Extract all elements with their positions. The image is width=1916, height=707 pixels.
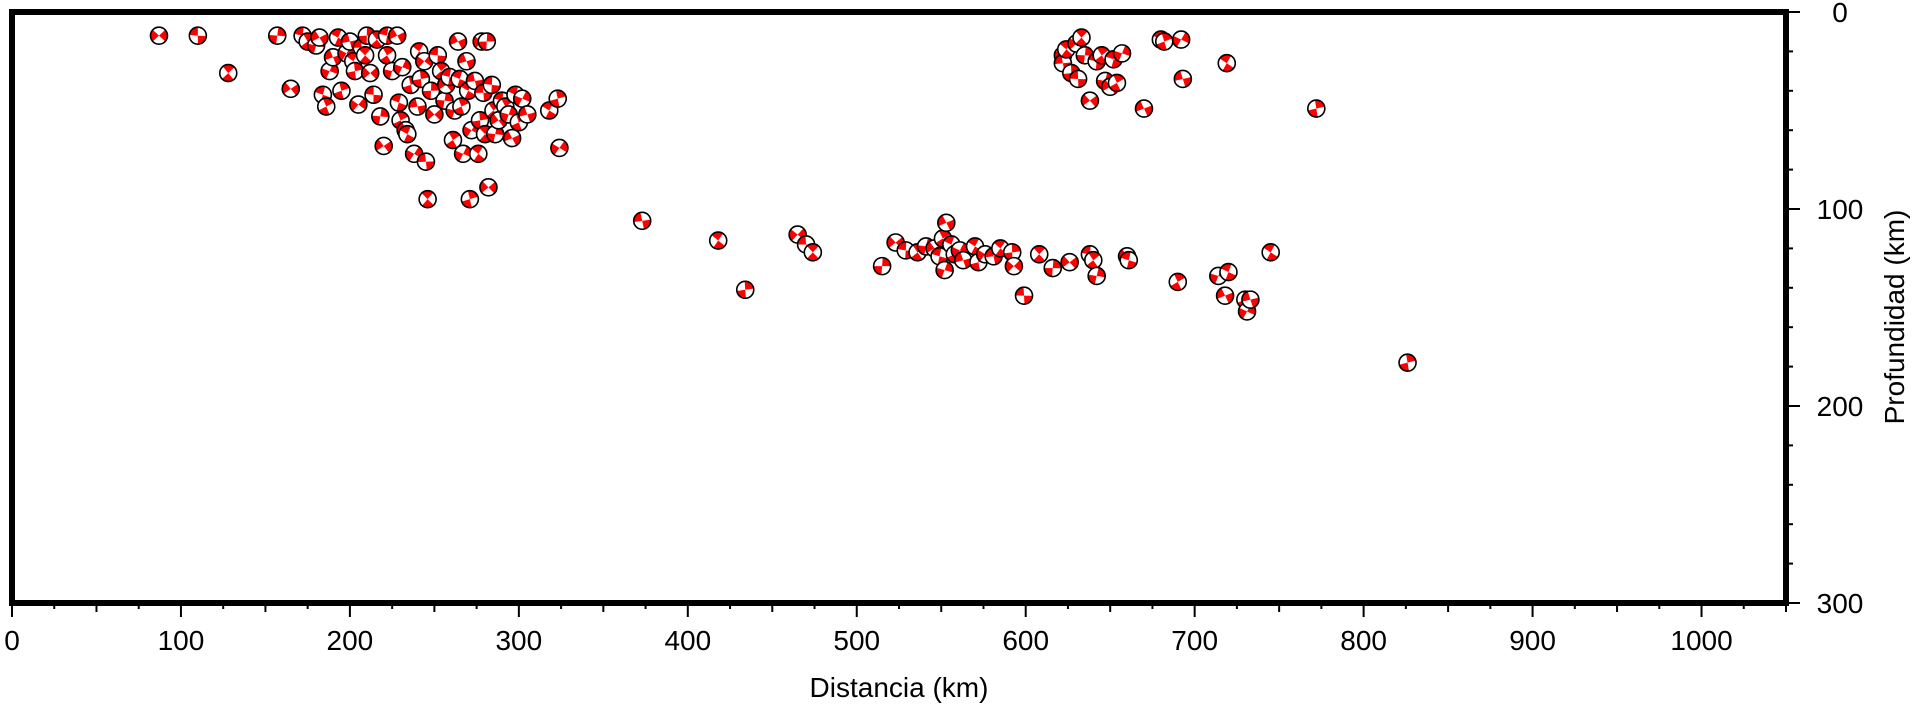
- focal-mechanism-point: [1107, 73, 1127, 93]
- tick-labels: 0 100 200 300 400 500 600 700 800 900 1000 0 100 200 3…: [4, 0, 1863, 656]
- plot-frame: [9, 9, 1789, 606]
- y-tick-label: 0: [1832, 0, 1848, 28]
- focal-mechanism-point: [1215, 286, 1235, 305]
- focal-mechanism-point: [360, 63, 380, 83]
- focal-mechanism-point: [389, 93, 409, 112]
- focal-mechanism-point: [518, 105, 537, 124]
- focal-mechanism-point: [267, 26, 287, 45]
- focal-mechanism-point: [188, 26, 208, 45]
- focal-mechanism-point: [1104, 49, 1123, 69]
- focal-mechanism-point: [803, 243, 823, 262]
- focal-mechanism-point: [735, 280, 755, 300]
- focal-mechanism-point: [218, 63, 238, 83]
- focal-mechanism-point: [355, 46, 375, 65]
- focal-mechanism-point: [512, 89, 532, 108]
- focal-mechanism-point: [1168, 272, 1188, 292]
- x-tick-label: 600: [1002, 625, 1049, 656]
- focal-mechanism-point: [416, 152, 436, 172]
- focal-mechanism-point: [1043, 258, 1063, 278]
- focal-mechanism-point: [1029, 245, 1049, 264]
- focal-mechanism-point: [425, 105, 444, 124]
- focal-mechanism-point: [550, 138, 569, 158]
- focal-mechanism-point: [452, 97, 471, 116]
- focal-mechanism-point: [408, 97, 427, 116]
- x-tick-label: 800: [1340, 625, 1387, 656]
- focal-mechanism-point: [502, 128, 522, 148]
- focal-mechanism-point: [632, 211, 652, 231]
- focal-mechanism-point: [421, 81, 441, 101]
- x-tick-label: 100: [158, 625, 205, 656]
- x-tick-label: 1000: [1670, 625, 1732, 656]
- focal-mechanism-point: [428, 46, 448, 65]
- focal-mechanism-point: [1072, 28, 1091, 47]
- focal-mechanism-point: [1119, 250, 1139, 270]
- x-tick-label: 200: [327, 625, 374, 656]
- focal-mechanism-point: [1241, 290, 1260, 309]
- focal-mechanism-point: [316, 97, 336, 116]
- focal-mechanism-point: [1060, 252, 1079, 272]
- focal-mechanism-point: [1112, 44, 1132, 63]
- focal-mechanism-point: [1068, 69, 1088, 89]
- focal-mechanism-point: [460, 189, 480, 209]
- focal-mechanism-point: [1087, 266, 1106, 286]
- focal-mechanism-point: [953, 250, 973, 270]
- focal-mechanism-point: [443, 130, 463, 150]
- focal-mechanism-point: [1398, 353, 1417, 372]
- focal-mechanism-point: [1083, 250, 1103, 270]
- focal-mechanism-point: [1173, 69, 1193, 89]
- focal-mechanism-point: [937, 213, 956, 233]
- y-tick-label: 200: [1817, 391, 1864, 422]
- focal-mechanism-point: [1219, 262, 1238, 282]
- focal-mechanism-point: [1080, 91, 1100, 110]
- x-tick-label: 400: [664, 625, 711, 656]
- focal-mechanism-point: [349, 95, 368, 114]
- x-tick-label: 500: [833, 625, 880, 656]
- focal-mechanism-point: [1154, 32, 1174, 51]
- focal-mechanism-point: [414, 51, 434, 71]
- focal-mechanism-point: [477, 32, 497, 51]
- axis-ticks: [11, 11, 1800, 617]
- y-tick-label: 100: [1817, 194, 1864, 225]
- focal-mechanism-point: [448, 32, 468, 51]
- focal-mechanism-point: [457, 51, 476, 71]
- focal-mechanism-point: [374, 136, 393, 156]
- focal-mechanism-point: [935, 260, 954, 280]
- focal-mechanism-point: [1307, 99, 1326, 118]
- focal-mechanism-point: [708, 231, 728, 250]
- focal-mechanism-point: [332, 81, 351, 101]
- focal-mechanism-point: [1217, 53, 1237, 73]
- x-axis-title: Distancia (km): [810, 672, 989, 703]
- y-tick-label: 300: [1817, 588, 1864, 619]
- focal-mechanism-point: [1261, 243, 1280, 262]
- x-tick-label: 900: [1509, 625, 1556, 656]
- focal-mechanism-point: [398, 124, 417, 144]
- x-tick-label: 700: [1171, 625, 1218, 656]
- focal-mechanism-point: [149, 26, 169, 45]
- focal-mechanism-point: [387, 26, 407, 45]
- focal-mechanism-point: [872, 256, 892, 276]
- focal-mechanism-point: [411, 69, 431, 89]
- x-tick-label: 0: [4, 625, 20, 656]
- y-axis-title: Profundidad (km): [1879, 210, 1910, 425]
- focal-mechanism-point: [418, 189, 437, 209]
- focal-mechanism-point: [364, 85, 383, 105]
- focal-mechanism-point: [281, 79, 301, 99]
- focal-mechanism-point: [345, 61, 365, 81]
- focal-mechanism-point: [469, 144, 488, 164]
- focal-mechanism-point: [482, 75, 502, 95]
- focal-mechanisms: [149, 26, 1417, 372]
- focal-mechanism-point: [310, 28, 329, 47]
- x-tick-label: 300: [495, 625, 542, 656]
- focal-mechanism-point: [479, 178, 498, 197]
- focal-mechanism-point: [1004, 256, 1024, 276]
- focal-mechanism-point: [371, 107, 390, 126]
- focal-mechanism-point: [1134, 99, 1154, 118]
- focal-mechanism-point: [548, 89, 568, 108]
- focal-mechanism-point: [1014, 286, 1034, 305]
- focal-mechanism-point: [392, 57, 412, 77]
- focal-mechanism-point: [1171, 30, 1191, 49]
- focal-mechanism-point: [377, 46, 397, 65]
